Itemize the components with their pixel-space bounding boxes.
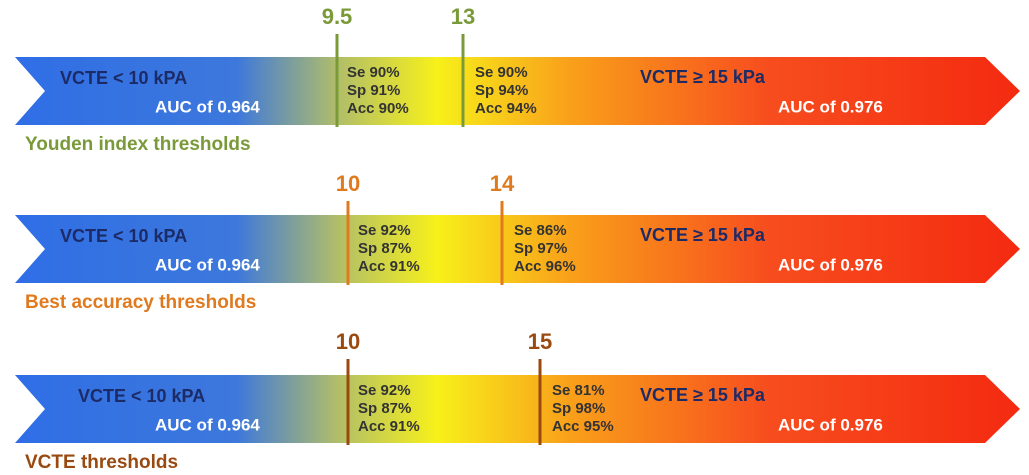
caption: Best accuracy thresholds [25,292,256,313]
middle-stat: Sp 87% [358,400,411,417]
middle-stat: Sp 87% [358,240,411,257]
middle-stat: Sp 91% [347,82,400,99]
right-auc: AUC of 0.976 [778,97,883,116]
upper-stat: Se 81% [552,382,605,399]
arrow-band [15,375,1020,443]
left-auc: AUC of 0.964 [155,255,260,274]
right-label: VCTE ≥ 15 kPa [640,225,766,245]
right-auc: AUC of 0.976 [778,415,883,434]
left-label: VCTE < 10 kPA [78,386,205,406]
threshold-label: 9.5 [322,4,353,29]
left-auc: AUC of 0.964 [155,415,260,434]
middle-stat: Acc 91% [358,418,420,435]
left-auc: AUC of 0.964 [155,97,260,116]
middle-stat: Se 92% [358,382,411,399]
threshold-label: 10 [336,171,360,196]
threshold-label: 14 [490,171,515,196]
middle-stat: Acc 90% [347,100,409,117]
upper-stat: Acc 96% [514,258,576,275]
threshold-label: 15 [528,329,552,354]
middle-stat: Se 92% [358,222,411,239]
left-label: VCTE < 10 kPA [60,68,187,88]
threshold-label: 13 [451,4,475,29]
arrow-band [15,215,1020,283]
caption: VCTE thresholds [25,452,178,473]
upper-stat: Sp 97% [514,240,567,257]
arrow-band [15,57,1020,125]
upper-stat: Acc 95% [552,418,614,435]
upper-stat: Se 86% [514,222,567,239]
right-auc: AUC of 0.976 [778,255,883,274]
upper-stat: Sp 94% [475,82,528,99]
middle-stat: Acc 91% [358,258,420,275]
upper-stat: Se 90% [475,64,528,81]
right-label: VCTE ≥ 15 kPa [640,67,766,87]
upper-stat: Sp 98% [552,400,605,417]
caption: Youden index thresholds [25,134,251,155]
middle-stat: Se 90% [347,64,400,81]
upper-stat: Acc 94% [475,100,537,117]
threshold-label: 10 [336,329,360,354]
right-label: VCTE ≥ 15 kPa [640,385,766,405]
left-label: VCTE < 10 kPA [60,226,187,246]
